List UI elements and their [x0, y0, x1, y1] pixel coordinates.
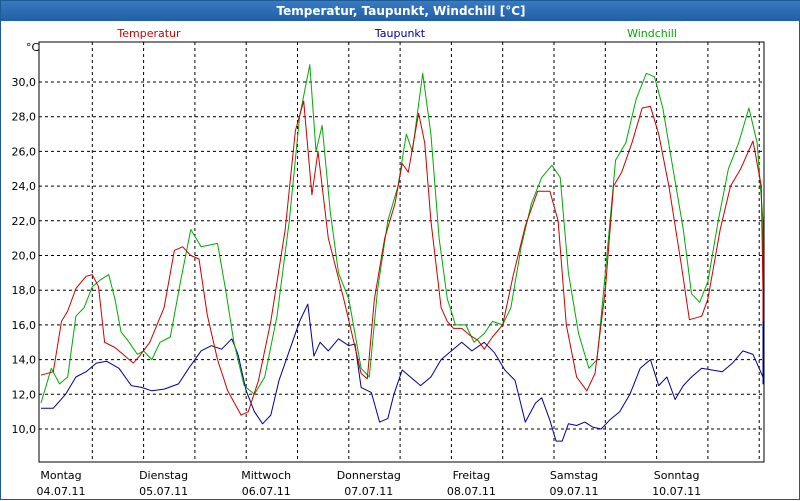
y-axis-ticks: 30,0 28,0 26,0 24,0 22,0 20,0 18,0 16,0 14,0 12,0…	[12, 76, 37, 436]
y-tick-label: 28,0	[12, 111, 37, 124]
y-tick-label: 12,0	[12, 388, 37, 401]
legend-taupunkt: Taupunkt	[374, 27, 426, 40]
y-tick-label: 20,0	[12, 250, 37, 263]
x-tick-date: 04.07.11	[37, 485, 86, 498]
x-tick-date: 07.07.11	[344, 485, 393, 498]
y-axis-unit: °C	[26, 41, 40, 54]
y-tick-label: 22,0	[12, 215, 37, 228]
x-tick-day: Sonntag	[654, 469, 700, 482]
y-tick-label: 10,0	[12, 423, 37, 436]
series-line-temperatur	[40, 100, 764, 416]
x-tick-date: 08.07.11	[447, 485, 496, 498]
legend-temperatur: Temperatur	[116, 27, 181, 40]
window-title: Temperatur, Taupunkt, Windchill [°C]	[1, 1, 800, 21]
x-tick-date: 09.07.11	[550, 485, 599, 498]
series-line-windchill	[40, 64, 764, 404]
x-tick-day: Samstag	[550, 469, 598, 482]
x-tick-day: Freitag	[453, 469, 491, 482]
y-tick-label: 14,0	[12, 354, 37, 367]
x-tick-date: 10.07.11	[652, 485, 701, 498]
y-tick-label: 24,0	[12, 180, 37, 193]
series-layer	[40, 64, 764, 442]
y-tick-label: 30,0	[12, 76, 37, 89]
y-tick-label: 26,0	[12, 145, 37, 158]
x-axis-ticks: Montag 04.07.11 Dienstag 05.07.11 Mittwoch 06…	[37, 469, 702, 498]
legend-windchill: Windchill	[627, 27, 677, 40]
plot-area	[38, 41, 765, 463]
y-tick-label: 16,0	[12, 319, 37, 332]
x-tick-date: 05.07.11	[139, 485, 188, 498]
y-tick-label: 18,0	[12, 284, 37, 297]
x-tick-day: Donnerstag	[337, 469, 401, 482]
x-tick-day: Mittwoch	[241, 469, 291, 482]
x-tick-day: Dienstag	[139, 469, 188, 482]
series-line-taupunkt	[41, 303, 764, 442]
x-tick-date: 06.07.11	[242, 485, 291, 498]
x-tick-day: Montag	[40, 469, 81, 482]
grid-lines	[39, 42, 764, 462]
